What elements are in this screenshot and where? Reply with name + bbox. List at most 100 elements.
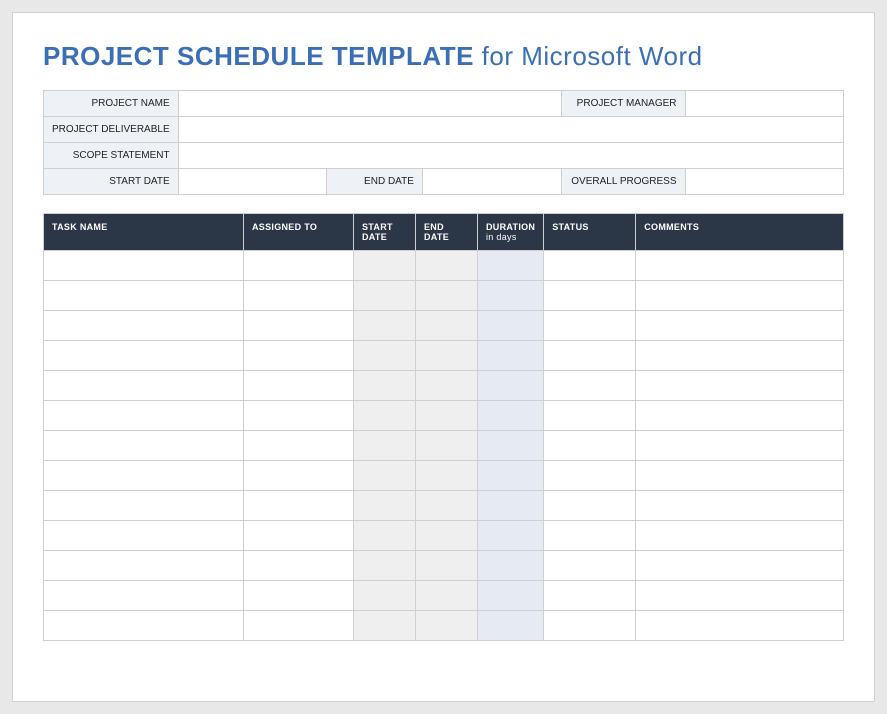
cell-assigned_to[interactable] [244,311,354,341]
cell-assigned_to[interactable] [244,461,354,491]
value-project-manager[interactable] [685,91,843,117]
value-project-deliverable[interactable] [178,117,843,143]
cell-assigned_to[interactable] [244,251,354,281]
cell-duration[interactable] [478,371,544,401]
cell-start_date[interactable] [354,551,416,581]
cell-comments[interactable] [636,461,844,491]
cell-comments[interactable] [636,521,844,551]
cell-status[interactable] [544,461,636,491]
cell-task_name[interactable] [44,491,244,521]
cell-assigned_to[interactable] [244,521,354,551]
cell-end_date[interactable] [416,611,478,641]
cell-task_name[interactable] [44,251,244,281]
cell-end_date[interactable] [416,311,478,341]
cell-duration[interactable] [478,311,544,341]
cell-duration[interactable] [478,251,544,281]
cell-task_name[interactable] [44,311,244,341]
cell-duration[interactable] [478,611,544,641]
cell-start_date[interactable] [354,431,416,461]
cell-end_date[interactable] [416,371,478,401]
cell-end_date[interactable] [416,281,478,311]
cell-comments[interactable] [636,491,844,521]
cell-duration[interactable] [478,551,544,581]
cell-comments[interactable] [636,551,844,581]
cell-end_date[interactable] [416,431,478,461]
cell-status[interactable] [544,521,636,551]
cell-comments[interactable] [636,281,844,311]
value-project-name[interactable] [178,91,561,117]
cell-start_date[interactable] [354,521,416,551]
cell-end_date[interactable] [416,401,478,431]
cell-assigned_to[interactable] [244,551,354,581]
cell-assigned_to[interactable] [244,401,354,431]
cell-comments[interactable] [636,581,844,611]
cell-task_name[interactable] [44,371,244,401]
value-scope-statement[interactable] [178,143,843,169]
cell-start_date[interactable] [354,251,416,281]
cell-assigned_to[interactable] [244,581,354,611]
cell-start_date[interactable] [354,581,416,611]
cell-start_date[interactable] [354,281,416,311]
cell-duration[interactable] [478,341,544,371]
cell-status[interactable] [544,341,636,371]
cell-task_name[interactable] [44,581,244,611]
cell-start_date[interactable] [354,611,416,641]
cell-status[interactable] [544,281,636,311]
cell-status[interactable] [544,251,636,281]
cell-assigned_to[interactable] [244,491,354,521]
cell-duration[interactable] [478,431,544,461]
cell-assigned_to[interactable] [244,371,354,401]
cell-status[interactable] [544,371,636,401]
cell-task_name[interactable] [44,281,244,311]
value-start-date[interactable] [178,169,327,195]
cell-end_date[interactable] [416,551,478,581]
cell-status[interactable] [544,581,636,611]
cell-start_date[interactable] [354,341,416,371]
cell-end_date[interactable] [416,251,478,281]
cell-duration[interactable] [478,461,544,491]
cell-comments[interactable] [636,371,844,401]
cell-duration[interactable] [478,491,544,521]
cell-task_name[interactable] [44,551,244,581]
cell-start_date[interactable] [354,461,416,491]
cell-start_date[interactable] [354,401,416,431]
cell-status[interactable] [544,431,636,461]
cell-end_date[interactable] [416,491,478,521]
cell-comments[interactable] [636,401,844,431]
cell-task_name[interactable] [44,341,244,371]
cell-status[interactable] [544,611,636,641]
value-end-date[interactable] [422,169,561,195]
cell-task_name[interactable] [44,431,244,461]
cell-comments[interactable] [636,431,844,461]
cell-duration[interactable] [478,581,544,611]
cell-status[interactable] [544,551,636,581]
cell-task_name[interactable] [44,401,244,431]
cell-status[interactable] [544,401,636,431]
cell-comments[interactable] [636,341,844,371]
cell-start_date[interactable] [354,371,416,401]
cell-status[interactable] [544,311,636,341]
col-header-duration-text: DURATION [486,222,535,232]
cell-task_name[interactable] [44,461,244,491]
cell-duration[interactable] [478,281,544,311]
cell-task_name[interactable] [44,521,244,551]
cell-comments[interactable] [636,611,844,641]
cell-start_date[interactable] [354,491,416,521]
cell-status[interactable] [544,491,636,521]
cell-end_date[interactable] [416,461,478,491]
cell-duration[interactable] [478,401,544,431]
cell-assigned_to[interactable] [244,611,354,641]
cell-end_date[interactable] [416,521,478,551]
cell-end_date[interactable] [416,581,478,611]
cell-start_date[interactable] [354,311,416,341]
cell-duration[interactable] [478,521,544,551]
cell-assigned_to[interactable] [244,281,354,311]
value-overall-progress[interactable] [685,169,843,195]
col-header-duration-sub: in days [486,232,535,242]
cell-assigned_to[interactable] [244,431,354,461]
cell-end_date[interactable] [416,341,478,371]
cell-comments[interactable] [636,251,844,281]
cell-comments[interactable] [636,311,844,341]
cell-assigned_to[interactable] [244,341,354,371]
cell-task_name[interactable] [44,611,244,641]
